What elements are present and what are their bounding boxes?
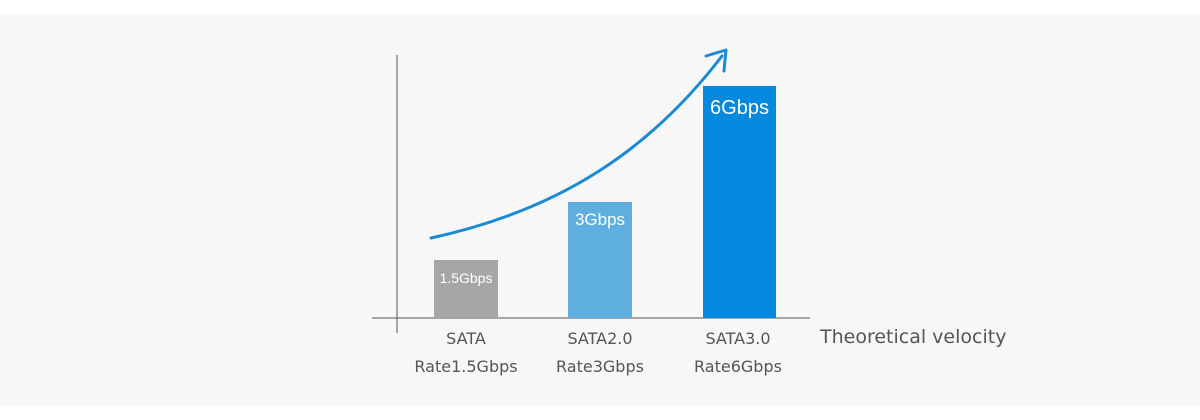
x-axis-title: Theoretical velocity [819, 326, 1006, 348]
x-tick-label-2-line1: SATA2.0 [567, 329, 632, 348]
trend-arrow-curve [429, 54, 724, 240]
chart-bar-labels: 1.5Gbps 3Gbps 6Gbps [440, 97, 769, 286]
chart-bars [434, 85, 776, 318]
trend-arrow-head [704, 48, 728, 73]
bar-3 [703, 85, 776, 318]
x-tick-label-1-line1: SATA [446, 329, 486, 348]
x-tick-label-3-line2: Rate6Gbps [694, 357, 782, 376]
trend-arrow [429, 48, 728, 240]
bar-value-label-1: 1.5Gbps [440, 270, 493, 286]
chart-tick-labels: SATA Rate1.5Gbps SATA2.0 Rate3Gbps SATA3.0 Ra… [414, 329, 782, 376]
bar-value-label-3: 6Gbps [710, 97, 769, 119]
x-tick-label-3-line1: SATA3.0 [705, 329, 770, 348]
x-tick-label-1-line2: Rate1.5Gbps [414, 357, 517, 376]
bar-value-label-2: 3Gbps [575, 210, 625, 229]
bar-1 [434, 259, 498, 318]
bar-2 [568, 201, 632, 318]
x-tick-label-2-line2: Rate3Gbps [556, 357, 644, 376]
